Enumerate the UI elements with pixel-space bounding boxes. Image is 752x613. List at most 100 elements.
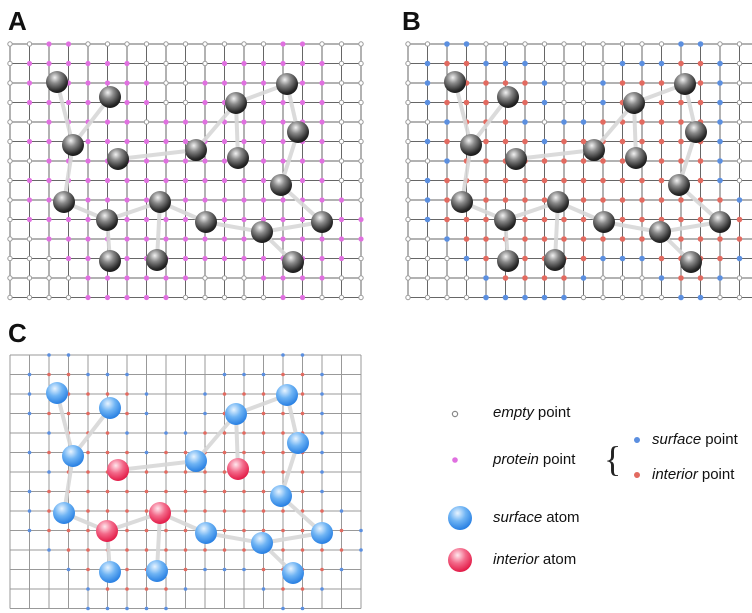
protein-point (241, 61, 246, 66)
legend-emph: surface (493, 509, 542, 526)
surface-point (581, 275, 587, 281)
protein-point (144, 197, 149, 202)
atom (444, 71, 466, 93)
interior-point (281, 451, 285, 455)
interior-point (301, 470, 305, 474)
atom (107, 148, 129, 170)
surface-atom-icon (448, 506, 472, 530)
bond (118, 461, 196, 470)
protein-point (163, 119, 168, 124)
empty-point (601, 276, 605, 280)
surface-point (359, 529, 363, 533)
interior-point (125, 451, 129, 455)
interior-point (106, 451, 110, 455)
atom (149, 191, 171, 213)
interior-point (262, 529, 266, 533)
atom (282, 251, 304, 273)
interior-point (522, 236, 528, 242)
protein-point (261, 275, 266, 280)
protein-point (183, 236, 188, 241)
protein-point (319, 158, 324, 163)
interior-point (125, 392, 129, 396)
empty-point (339, 159, 343, 163)
empty-point (8, 120, 12, 124)
atom (544, 249, 566, 271)
surface-point (698, 295, 704, 301)
interior-point (203, 548, 207, 552)
legend-emph: protein (492, 451, 539, 468)
surface-point-icon (634, 437, 640, 443)
interior-point (262, 509, 266, 513)
surface-point (717, 61, 723, 67)
empty-point (105, 42, 109, 46)
surface-point (145, 451, 149, 455)
empty-point (339, 61, 343, 65)
protein-point (46, 61, 51, 66)
atom (623, 92, 645, 114)
atom (287, 432, 309, 454)
interior-point (600, 119, 606, 125)
protein-point (319, 236, 324, 241)
interior-point (164, 470, 168, 474)
atom (282, 562, 304, 584)
surface-point (67, 568, 71, 572)
protein-point (105, 119, 110, 124)
surface-point (223, 373, 227, 377)
atom (149, 502, 171, 524)
interior-point (320, 509, 324, 513)
interior-point (301, 490, 305, 494)
empty-point-icon (452, 411, 457, 416)
empty-point (425, 237, 429, 241)
interior-point (561, 275, 567, 281)
protein-point (319, 119, 324, 124)
protein-point (183, 256, 188, 261)
surface-point (542, 80, 548, 86)
interior-point (262, 490, 266, 494)
surface-point (281, 607, 285, 611)
interior-point (600, 158, 606, 164)
surface-point (320, 490, 324, 494)
legend-rest: point (543, 451, 576, 468)
atom (107, 459, 129, 481)
protein-point (46, 119, 51, 124)
protein-point (300, 295, 305, 300)
surface-point (340, 509, 344, 513)
empty-point (66, 295, 70, 299)
protein-point (124, 139, 129, 144)
interior-point (464, 217, 470, 223)
protein-point (105, 178, 110, 183)
empty-point (484, 42, 488, 46)
protein-point (241, 80, 246, 85)
legend-label: proteinpoint (492, 451, 576, 468)
empty-point (406, 81, 410, 85)
interior-point (86, 490, 90, 494)
surface-point (581, 119, 587, 125)
empty-point (222, 295, 226, 299)
protein-point (280, 119, 285, 124)
atom (53, 191, 75, 213)
protein-point (124, 100, 129, 105)
interior-point (67, 548, 71, 552)
interior-point (444, 178, 450, 184)
protein-point (124, 236, 129, 241)
surface-point (28, 373, 32, 377)
protein-point (124, 217, 129, 222)
surface-point (301, 607, 305, 611)
interior-point (542, 197, 548, 203)
interior-point (522, 80, 528, 86)
interior-point (522, 139, 528, 145)
surface-point (203, 392, 207, 396)
protein-point (46, 100, 51, 105)
empty-point (339, 276, 343, 280)
empty-point (261, 42, 265, 46)
interior-point (242, 548, 246, 552)
protein-point (183, 178, 188, 183)
interior-point (620, 197, 626, 203)
empty-point (144, 42, 148, 46)
surface-point (639, 61, 645, 67)
empty-point (464, 276, 468, 280)
interior-point (106, 431, 110, 435)
protein-point (222, 61, 227, 66)
empty-point (542, 61, 546, 65)
surface-point (47, 548, 51, 552)
